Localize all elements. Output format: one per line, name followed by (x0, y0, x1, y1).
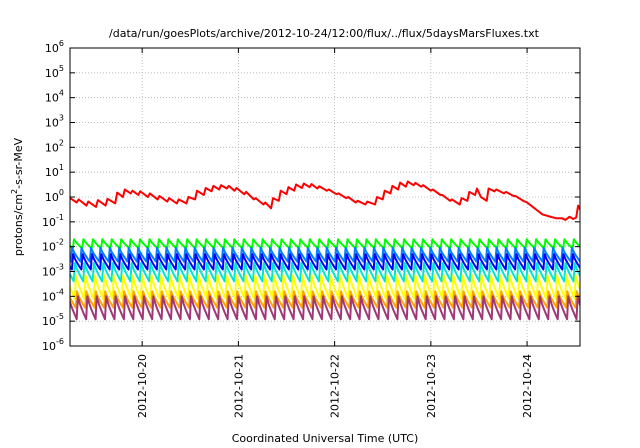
y-tick-label: 10-6 (42, 337, 64, 353)
x-tick-label: 2012-10-21 (232, 354, 245, 418)
y-tick-label: 104 (45, 89, 64, 105)
y-tick-label: 102 (45, 138, 64, 154)
series-line-1 (70, 180, 580, 221)
x-axis-label: Coordinated Universal Time (UTC) (232, 432, 419, 445)
y-tick-label: 100 (45, 188, 64, 204)
series-line-4 (70, 253, 580, 271)
chart-title: /data/run/goesPlots/archive/2012-10-24/1… (109, 27, 540, 40)
y-axis-label: protons/cm2-s-sr-MeV (10, 137, 25, 256)
x-tick-label: 2012-10-20 (136, 354, 149, 418)
x-tick-label: 2012-10-23 (425, 354, 438, 418)
y-tick-label: 10-2 (42, 238, 64, 254)
y-tick-label: 106 (45, 39, 64, 55)
plot-series (70, 180, 580, 321)
x-tick-label: 2012-10-22 (329, 354, 342, 418)
series-line-5 (70, 262, 580, 283)
series-line-6 (70, 274, 580, 300)
series-line-7 (70, 290, 580, 309)
y-tick-label: 10-3 (42, 263, 64, 279)
y-tick-label: 10-4 (42, 287, 64, 303)
series-line-8 (70, 295, 580, 321)
x-tick-label: 2012-10-24 (521, 354, 534, 418)
y-tick-label: 101 (45, 163, 64, 179)
y-tick-label: 105 (45, 64, 64, 80)
axes: 106 105 104 103 102 101 100 10-1 10-2 10-3 10-4 10-… (42, 39, 580, 418)
y-tick-label: 10-5 (42, 312, 64, 328)
y-tick-label: 103 (45, 114, 64, 130)
plot-frame (69, 47, 581, 347)
y-tick-label: 10-1 (42, 213, 64, 229)
series-line-3 (70, 246, 580, 263)
